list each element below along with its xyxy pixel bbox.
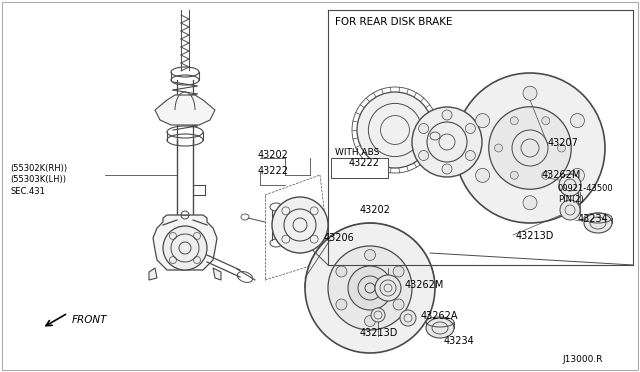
Text: SEC.431: SEC.431 xyxy=(10,186,45,196)
Text: (55303K(LH)): (55303K(LH)) xyxy=(10,174,66,183)
Circle shape xyxy=(523,86,537,100)
Circle shape xyxy=(489,107,572,189)
Circle shape xyxy=(523,196,537,210)
Text: 43262M: 43262M xyxy=(542,170,581,180)
Circle shape xyxy=(559,174,581,196)
FancyBboxPatch shape xyxy=(331,158,388,178)
Text: (55302K(RH)): (55302K(RH)) xyxy=(10,164,67,173)
Text: 43213D: 43213D xyxy=(516,231,554,241)
Circle shape xyxy=(476,113,490,128)
Text: 43213D: 43213D xyxy=(360,328,398,338)
Ellipse shape xyxy=(412,107,482,177)
Circle shape xyxy=(442,110,452,120)
Circle shape xyxy=(336,266,347,277)
Circle shape xyxy=(455,73,605,223)
Text: 43222: 43222 xyxy=(258,166,289,176)
Circle shape xyxy=(400,310,416,326)
Circle shape xyxy=(419,124,429,134)
Circle shape xyxy=(560,200,580,220)
Text: 43234: 43234 xyxy=(444,336,475,346)
Circle shape xyxy=(371,308,385,322)
Circle shape xyxy=(570,169,584,182)
Circle shape xyxy=(365,315,376,327)
Circle shape xyxy=(357,92,433,168)
Text: 43222: 43222 xyxy=(349,158,380,168)
Text: WITH ABS: WITH ABS xyxy=(335,148,380,157)
Circle shape xyxy=(570,113,584,128)
Ellipse shape xyxy=(272,197,328,253)
Text: FRONT: FRONT xyxy=(72,315,108,325)
Polygon shape xyxy=(149,268,157,280)
Polygon shape xyxy=(153,215,217,270)
Circle shape xyxy=(393,299,404,310)
Polygon shape xyxy=(213,268,221,280)
Circle shape xyxy=(510,171,518,179)
Ellipse shape xyxy=(426,318,454,338)
Ellipse shape xyxy=(328,246,412,330)
Ellipse shape xyxy=(305,223,435,353)
Text: 43262A: 43262A xyxy=(421,311,458,321)
Text: 43206: 43206 xyxy=(324,233,355,243)
Text: 00921-43500: 00921-43500 xyxy=(558,183,614,192)
Text: FOR REAR DISK BRAKE: FOR REAR DISK BRAKE xyxy=(335,17,452,27)
Circle shape xyxy=(365,250,376,260)
Text: 43207: 43207 xyxy=(548,138,579,148)
Circle shape xyxy=(510,117,518,125)
Text: 43262M: 43262M xyxy=(405,280,444,290)
Polygon shape xyxy=(155,95,215,125)
Circle shape xyxy=(557,144,566,152)
Text: 43202: 43202 xyxy=(258,150,289,160)
Text: 43202: 43202 xyxy=(360,205,391,215)
Circle shape xyxy=(442,164,452,174)
Circle shape xyxy=(495,144,502,152)
Circle shape xyxy=(465,124,476,134)
Text: 43234: 43234 xyxy=(578,214,609,224)
Circle shape xyxy=(336,299,347,310)
Ellipse shape xyxy=(584,213,612,233)
Circle shape xyxy=(541,117,550,125)
Circle shape xyxy=(419,151,429,160)
Ellipse shape xyxy=(348,266,392,310)
Circle shape xyxy=(476,169,490,182)
Text: J13000.R: J13000.R xyxy=(562,356,602,365)
Circle shape xyxy=(163,226,207,270)
Circle shape xyxy=(375,275,401,301)
Circle shape xyxy=(393,266,404,277)
Circle shape xyxy=(541,171,550,179)
Text: PIN(2): PIN(2) xyxy=(558,195,584,203)
Circle shape xyxy=(465,151,476,160)
